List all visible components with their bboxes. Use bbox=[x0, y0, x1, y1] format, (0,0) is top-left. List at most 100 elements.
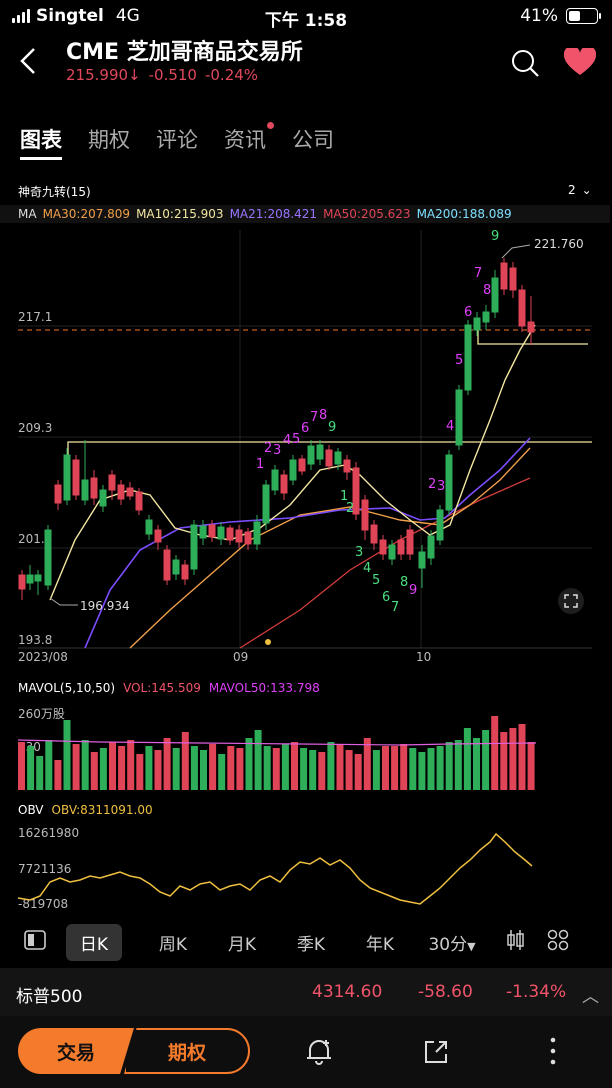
svg-text:3: 3 bbox=[437, 479, 445, 494]
share-icon[interactable] bbox=[422, 1038, 450, 1070]
svg-text:5: 5 bbox=[455, 353, 463, 368]
y-tick-1: 217.1 bbox=[18, 310, 52, 324]
volume-bar bbox=[327, 742, 335, 790]
layout-toggle-icon[interactable] bbox=[0, 929, 70, 955]
obv-value: OBV:8311091.00 bbox=[51, 803, 153, 817]
ma-legend: MA MA30:207.809 MA10:215.903 MA21:208.42… bbox=[0, 205, 610, 223]
volume-bar bbox=[491, 716, 499, 790]
vol-value: VOL:145.509 bbox=[123, 681, 201, 695]
volume-bar bbox=[172, 748, 180, 790]
main-tabs: 图表 期权 评论 资讯 公司 bbox=[20, 122, 334, 160]
volume-bar bbox=[109, 742, 116, 790]
svg-text:8: 8 bbox=[483, 283, 491, 298]
svg-text:4: 4 bbox=[363, 561, 371, 576]
grid-menu-icon[interactable] bbox=[538, 929, 578, 956]
index-ticker[interactable]: 标普500 4314.60 -58.60 -1.34% ︿ bbox=[0, 968, 612, 1016]
volume-bar bbox=[218, 754, 226, 790]
action-bar: 交易 期权 bbox=[0, 1016, 612, 1088]
volume-bar bbox=[90, 752, 98, 790]
svg-text:6: 6 bbox=[301, 421, 309, 436]
volume-bar bbox=[272, 748, 280, 790]
volume-bar bbox=[318, 752, 326, 790]
volume-bar bbox=[154, 750, 162, 790]
svg-text:2: 2 bbox=[264, 441, 272, 456]
page-title: CME 芝加哥商品交易所 bbox=[66, 40, 303, 65]
more-options-icon[interactable] bbox=[548, 1036, 558, 1070]
volume-bar bbox=[473, 738, 480, 790]
indicator-count[interactable]: 2 ⌄ bbox=[568, 183, 592, 197]
search-icon[interactable] bbox=[510, 48, 540, 82]
y-tick-3: 201.6 bbox=[18, 532, 52, 546]
ma30-value: MA30:207.809 bbox=[42, 207, 131, 221]
volume-bar bbox=[400, 744, 408, 790]
period-30min[interactable]: 30分▼ bbox=[412, 930, 492, 955]
event-marker[interactable] bbox=[265, 639, 271, 645]
quote-line: 215.990 ↓ -0.510 -0.24% bbox=[66, 66, 258, 84]
options-button[interactable]: 期权 bbox=[124, 1028, 250, 1074]
candle-style-icon[interactable] bbox=[492, 929, 538, 956]
favorite-heart-icon[interactable] bbox=[563, 45, 597, 80]
ma50-value: MA50:205.623 bbox=[323, 207, 411, 221]
volume-bar bbox=[227, 746, 235, 790]
volume-bar bbox=[363, 738, 371, 790]
price-alert-icon[interactable] bbox=[304, 1036, 334, 1070]
signal-icon bbox=[12, 9, 30, 23]
volume-bar bbox=[163, 738, 171, 790]
chevron-up-icon[interactable]: ︿ bbox=[582, 987, 599, 1007]
obv-y-1: 16261980 bbox=[18, 826, 80, 840]
x-tick-3: 10 bbox=[416, 650, 431, 664]
svg-text:6: 6 bbox=[382, 590, 390, 605]
period-week[interactable]: 周K bbox=[158, 934, 188, 955]
period-day[interactable]: 日K bbox=[66, 923, 122, 961]
volume-bar bbox=[336, 744, 344, 790]
fullscreen-icon[interactable] bbox=[558, 588, 584, 614]
svg-text:3: 3 bbox=[355, 545, 363, 560]
index-name: 标普500 bbox=[16, 987, 83, 1007]
volume-bar bbox=[291, 742, 298, 790]
svg-text:2: 2 bbox=[346, 501, 354, 516]
svg-text:4: 4 bbox=[446, 419, 454, 434]
price-chart[interactable]: 217.1 209.3 201.6 193.8 2023/08 09 10 bbox=[0, 224, 612, 664]
volume-bar bbox=[454, 740, 462, 790]
volume-y-top: 260万股 bbox=[18, 707, 65, 721]
clock: 下午 1:58 bbox=[264, 11, 348, 31]
tab-comments[interactable]: 评论 bbox=[156, 128, 198, 152]
volume-bar bbox=[245, 738, 253, 790]
battery-icon bbox=[566, 8, 601, 24]
x-tick-2: 09 bbox=[233, 650, 248, 664]
high-price-label: 221.760 bbox=[534, 237, 584, 251]
price-change: -0.510 bbox=[148, 66, 197, 84]
tab-options[interactable]: 期权 bbox=[88, 128, 130, 152]
svg-text:8: 8 bbox=[400, 575, 408, 590]
volume-bar bbox=[372, 750, 380, 790]
svg-text:5: 5 bbox=[292, 432, 300, 447]
index-change: -58.60 bbox=[418, 982, 473, 1002]
volume-bar bbox=[81, 740, 89, 790]
tab-chart[interactable]: 图表 bbox=[20, 124, 62, 160]
period-year[interactable]: 年K bbox=[365, 934, 395, 955]
volume-bar bbox=[263, 746, 271, 790]
mavol-label: MAVOL(5,10,50) bbox=[18, 681, 116, 695]
volume-bar bbox=[45, 740, 53, 790]
svg-text:5: 5 bbox=[372, 573, 380, 588]
obv-legend: OBV OBV:8311091.00 bbox=[18, 803, 153, 817]
trade-button[interactable]: 交易 bbox=[18, 1028, 134, 1074]
y-tick-4: 193.8 bbox=[18, 633, 52, 647]
svg-text:1: 1 bbox=[256, 457, 264, 472]
volume-bar bbox=[518, 724, 526, 790]
volume-legend: MAVOL(5,10,50) VOL:145.509 MAVOL50:133.7… bbox=[18, 681, 320, 695]
td-sequence-labels: 12 3 4 56 7 89 123 456 789 2 34 567 89 bbox=[256, 229, 499, 615]
volume-bar bbox=[445, 742, 453, 790]
svg-text:3: 3 bbox=[273, 443, 281, 458]
volume-bar bbox=[118, 746, 126, 790]
status-bar: Singtel 4G 下午 1:58 41% bbox=[0, 0, 612, 32]
period-month[interactable]: 月K bbox=[227, 934, 257, 955]
volume-bar bbox=[436, 746, 444, 790]
period-quarter[interactable]: 季K bbox=[296, 934, 326, 955]
tab-company[interactable]: 公司 bbox=[292, 128, 334, 152]
indicator-count-value: 2 bbox=[568, 183, 576, 197]
tab-news[interactable]: 资讯 bbox=[224, 122, 274, 154]
back-icon[interactable] bbox=[16, 46, 40, 76]
volume-bar bbox=[200, 750, 207, 790]
price-change-pct: -0.24% bbox=[204, 66, 259, 84]
